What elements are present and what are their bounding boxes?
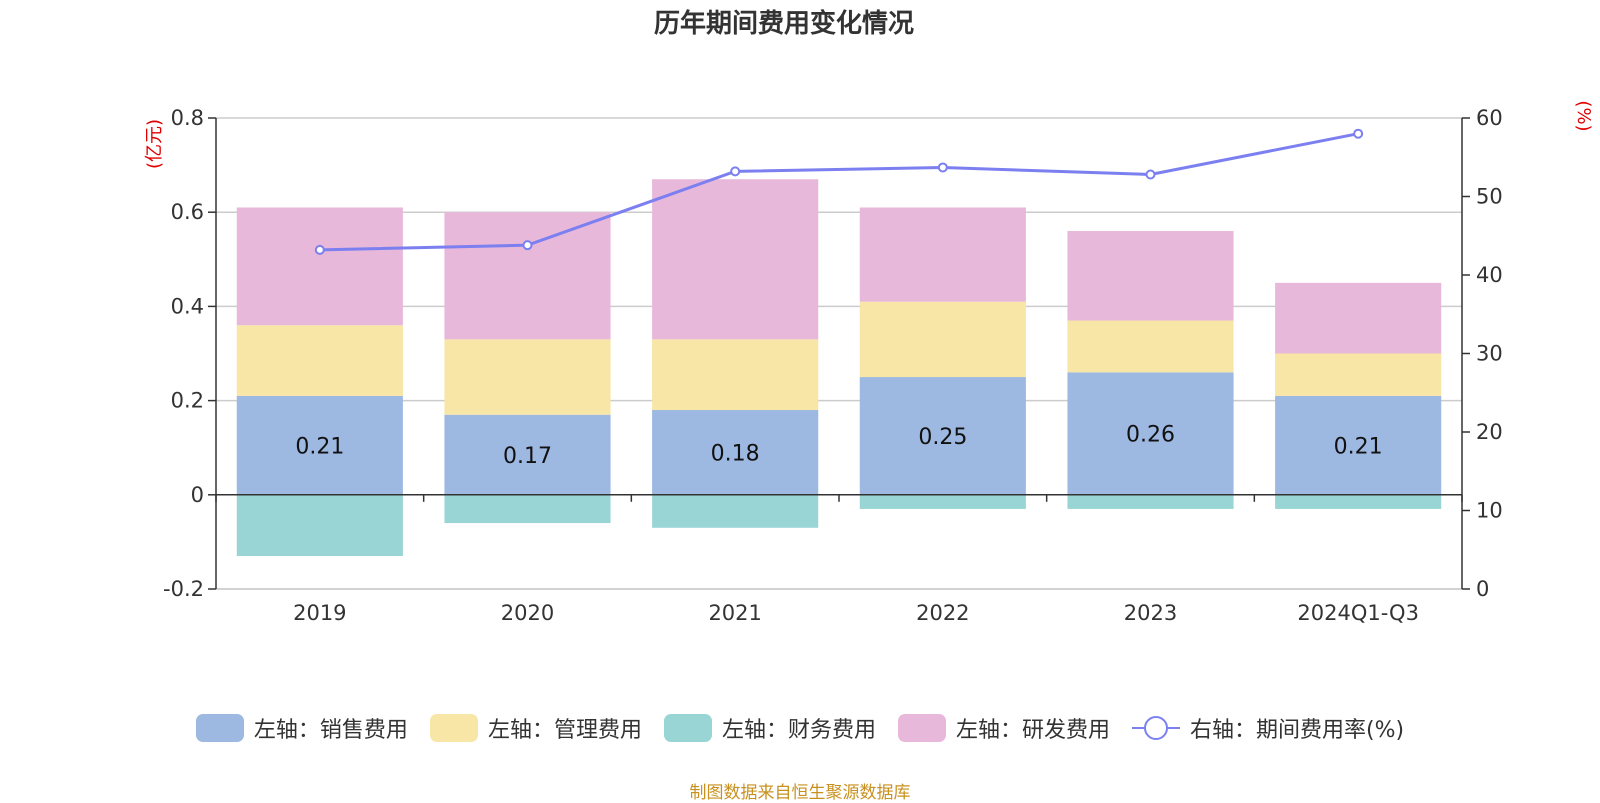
bar-segment [444, 414, 611, 495]
bar-segment [859, 377, 1026, 495]
right-tick-label: 30 [1476, 342, 1503, 366]
legend-item-rd[interactable]: 左轴：研发费用 [897, 712, 1110, 744]
legend-line-marker-icon [1131, 716, 1180, 740]
legend-item-expense-rate[interactable]: 右轴：期间费用率(%) [1131, 712, 1405, 744]
bar-segment [652, 494, 819, 528]
expense-rate-point [937, 162, 948, 173]
chart-title: 历年期间费用变化情况 [654, 8, 914, 39]
legend-label-sales: 左轴：销售费用 [253, 718, 408, 743]
right-axis-unit: (%) [1573, 100, 1594, 131]
bar-value-label: 0.26 [1126, 423, 1175, 448]
bar-segment [1275, 395, 1442, 495]
bar-segment [652, 410, 819, 495]
left-tick-label: 0.8 [171, 106, 204, 130]
legend-swatch-rd [897, 714, 946, 742]
bar-segment [1067, 494, 1234, 509]
x-tick-label: 2024Q1-Q3 [1297, 601, 1419, 625]
bar-value-label: 0.17 [503, 444, 552, 469]
bar-value-label: 0.21 [295, 434, 344, 459]
x-tick-label: 2021 [708, 601, 761, 625]
legend-swatch-finance [663, 714, 712, 742]
bar-segment [859, 494, 1026, 509]
legend-swatch-sales [195, 714, 244, 742]
bar-value-label: 0.21 [1334, 434, 1383, 459]
legend: 左轴：销售费用 左轴：管理费用 左轴：财务费用 左轴：研发费用 右轴：期间费用率… [0, 712, 1600, 744]
chart-svg: 历年期间费用变化情况 -0.2 0 0.2 0.4 0.6 0.8 0 10 20 30 40 50 6… [144, 8, 1594, 625]
legend-item-admin[interactable]: 左轴：管理费用 [429, 712, 642, 744]
bar-segment [1275, 353, 1442, 396]
legend-swatch-admin [429, 714, 478, 742]
x-tick-label: 2022 [916, 601, 969, 625]
legend-label-finance: 左轴：财务费用 [721, 718, 876, 743]
bar-segment [444, 212, 611, 340]
bar-segment [859, 207, 1026, 302]
right-tick-label: 0 [1476, 577, 1489, 601]
legend-item-sales[interactable]: 左轴：销售费用 [195, 712, 408, 744]
right-tick-label: 20 [1476, 420, 1503, 444]
data-labels-group: 0.21 0.17 0.18 0.25 0.26 0.21 [295, 423, 1382, 469]
expense-rate-point [1145, 169, 1156, 180]
bars-group [236, 179, 1442, 557]
left-tick-label: 0 [191, 483, 204, 507]
bar-segment [1067, 372, 1234, 495]
expense-rate-line [319, 132, 1359, 252]
x-tick-label: 2023 [1124, 601, 1177, 625]
axes-group: -0.2 0 0.2 0.4 0.6 0.8 0 10 20 30 40 50 60 2019 2020 20… [163, 106, 1503, 625]
data-source-note: 制图数据来自恒生聚源数据库 [689, 783, 911, 803]
expense-rate-point [730, 166, 741, 177]
bar-segment [859, 301, 1026, 378]
left-tick-label: 0.4 [171, 294, 204, 318]
right-tick-label: 50 [1476, 185, 1503, 209]
left-tick-label: 0.2 [171, 389, 204, 413]
left-axis-unit: (亿元) [144, 119, 165, 169]
bar-segment [236, 325, 403, 396]
bar-segment [444, 494, 611, 524]
bar-segment [1067, 320, 1234, 373]
bar-segment [1275, 282, 1442, 354]
line-series-group [314, 128, 1364, 255]
bar-value-label: 0.25 [918, 425, 967, 450]
legend-item-finance[interactable]: 左轴：财务费用 [663, 712, 876, 744]
right-tick-label: 60 [1476, 106, 1503, 130]
left-tick-label: -0.2 [163, 577, 204, 601]
grid-lines [216, 117, 1462, 590]
legend-label-rd: 左轴：研发费用 [955, 718, 1110, 743]
left-tick-label: 0.6 [171, 200, 204, 224]
bar-segment [1067, 231, 1234, 321]
bar-segment [236, 395, 403, 495]
right-tick-label: 10 [1476, 499, 1503, 523]
legend-label-expense-rate: 右轴：期间费用率(%) [1189, 718, 1405, 743]
bar-segment [1275, 494, 1442, 509]
bar-segment [444, 339, 611, 415]
legend-label-admin: 左轴：管理费用 [487, 718, 642, 743]
x-tick-label: 2020 [501, 601, 554, 625]
expense-rate-point [1353, 128, 1364, 139]
expense-rate-point [314, 244, 325, 255]
expense-rate-point [522, 240, 533, 251]
bar-segment [236, 207, 403, 326]
bar-segment [652, 179, 819, 340]
bar-value-label: 0.18 [711, 441, 760, 466]
bar-segment [652, 339, 819, 411]
right-tick-label: 40 [1476, 263, 1503, 287]
x-tick-label: 2019 [293, 601, 346, 625]
bar-segment [236, 494, 403, 557]
